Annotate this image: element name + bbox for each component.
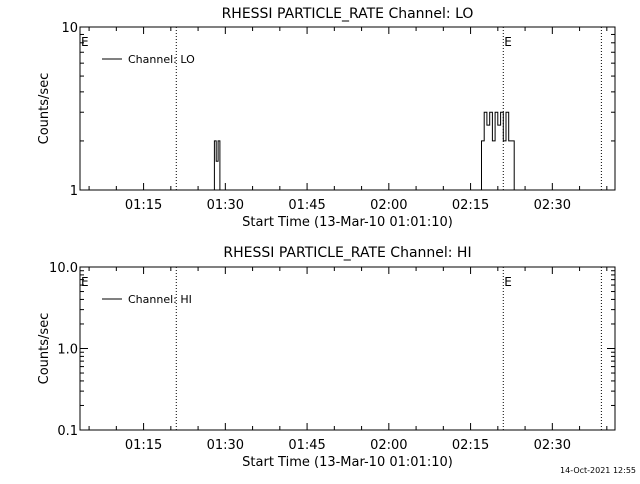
panel-2-legend-entry-0: Channel: HI (128, 293, 192, 306)
panel-2-x-tick-label-4: 02:15 (452, 438, 489, 453)
panel-1-x-tick-label-2: 01:45 (288, 198, 325, 213)
panel-2-y-axis-label: Counts/sec (37, 313, 52, 385)
panel-2-x-tick-label-0: 01:15 (125, 438, 162, 453)
panel-1-series-line-0 (80, 111, 615, 191)
panel-2-x-tick-label-1: 01:30 (207, 438, 244, 453)
panel-1-y-axis-label: Counts/sec (37, 73, 52, 145)
panel-2-x-tick-label-3: 02:00 (370, 438, 407, 453)
panel-1-y-tick-label-0: 1 (70, 184, 78, 199)
panel-2-title: RHESSI PARTICLE_RATE Channel: HI (223, 245, 471, 261)
panel-2-plot-frame (79, 266, 616, 431)
panel-1-y-tick-label-1: 10 (61, 21, 78, 36)
panel-2-x-tick-label-2: 01:45 (288, 438, 325, 453)
panel-2-y-tick-label-0: 0.1 (57, 424, 78, 439)
panel-2-x-axis-label: Start Time (13-Mar-10 01:01:10) (242, 455, 453, 470)
panel-2-event-marker-label-2: E (504, 275, 512, 289)
panel-2-x-tick-label-5: 02:30 (534, 438, 571, 453)
panel-1-legend-entry-0: Channel: LO (128, 53, 195, 66)
panel-1-x-tick-label-4: 02:15 (452, 198, 489, 213)
panel-1-x-tick-label-3: 02:00 (370, 198, 407, 213)
panel-2-y-tick-label-2: 10.0 (49, 261, 78, 276)
plot-timestamp: 14-Oct-2021 12:55 (560, 466, 636, 475)
panel-2-y-tick-label-1: 1.0 (57, 343, 78, 358)
panel-2-event-marker-label-0: E (81, 275, 89, 289)
panel-1-x-tick-label-1: 01:30 (207, 198, 244, 213)
panel-1-event-marker-label-0: E (81, 35, 89, 49)
panel-1-x-tick-label-5: 02:30 (534, 198, 571, 213)
panel-1-x-axis-label: Start Time (13-Mar-10 01:01:10) (242, 215, 453, 230)
panel-1-event-marker-label-2: E (504, 35, 512, 49)
panel-1-x-tick-label-0: 01:15 (125, 198, 162, 213)
panel-1-plot-frame (79, 26, 616, 191)
panel-1-title: RHESSI PARTICLE_RATE Channel: LO (222, 6, 474, 22)
